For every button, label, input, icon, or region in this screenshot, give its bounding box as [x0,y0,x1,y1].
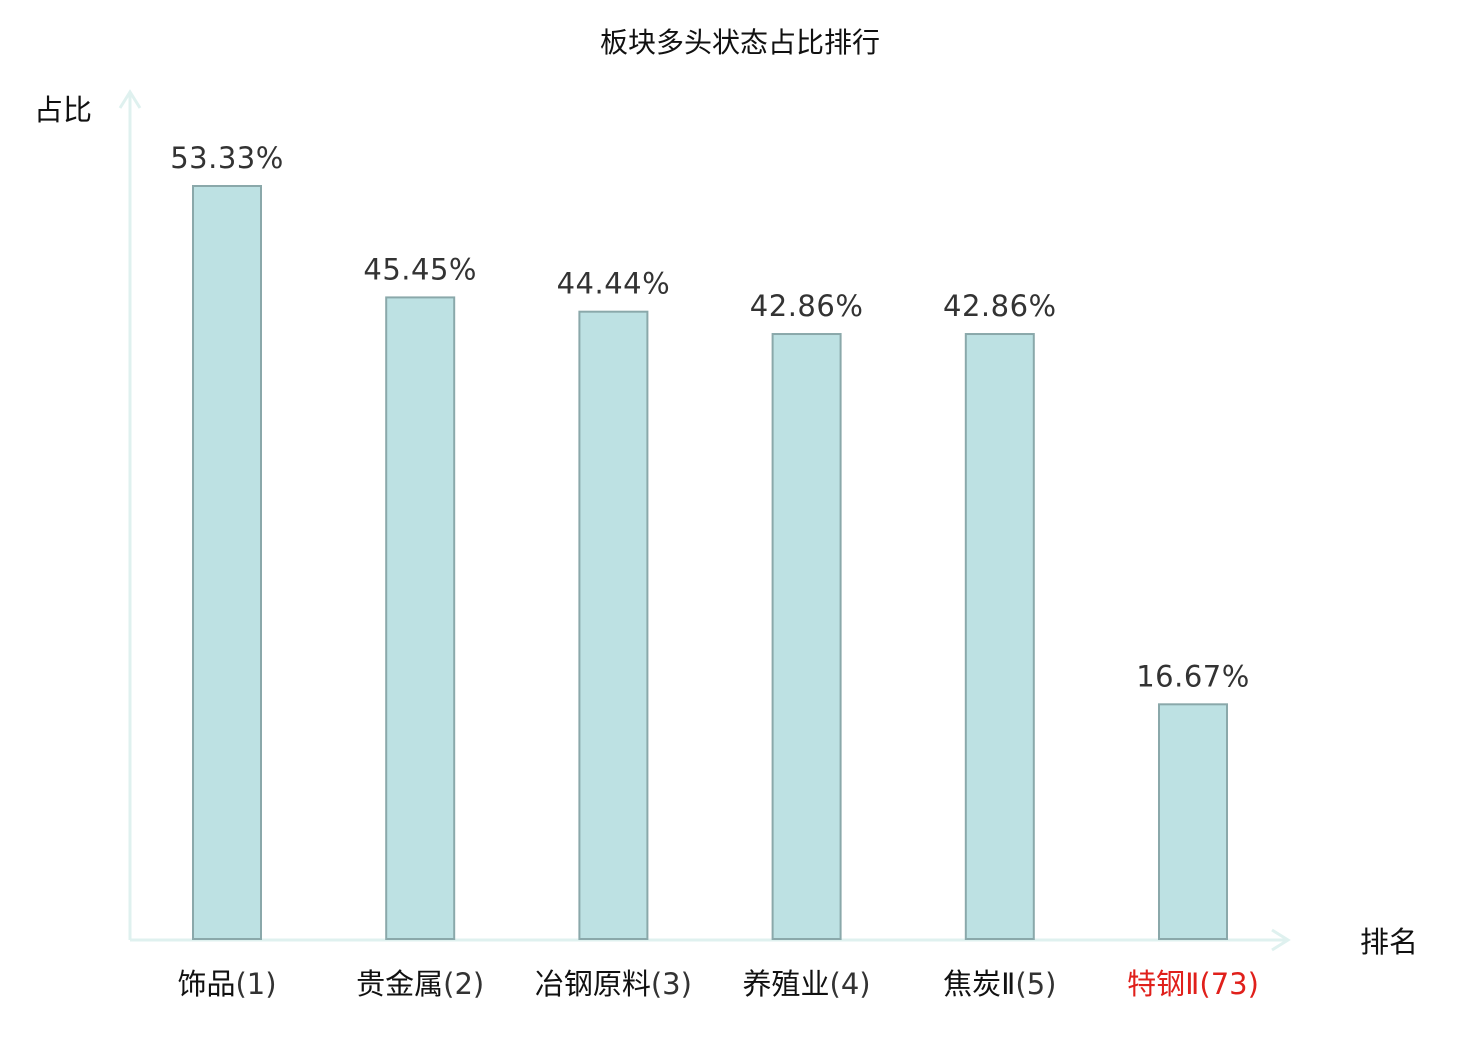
category-rank: (73) [1199,967,1259,1001]
category-label: 特钢Ⅱ(73) [1127,967,1259,1001]
bar-value-label: 16.67% [1136,659,1250,693]
y-axis-label: 占比 [34,93,92,127]
bar [964,333,1035,940]
category-rank: (5) [1015,967,1056,1001]
category-rank: (4) [830,967,871,1001]
bar [385,296,456,940]
bar [1158,703,1228,941]
category-name: 贵金属 [356,967,443,1001]
category-label: 焦炭Ⅱ(5) [943,967,1056,1001]
category-rank: (1) [235,967,276,1001]
category-name: 冶钢原料 [535,967,651,1001]
category-labels-group: 饰品(1) 贵金属(2) 冶钢原料(3) 养殖业(4) 焦炭Ⅱ(5) 特钢Ⅱ(73) [177,967,1258,1001]
category-rank: (2) [443,967,484,1001]
category-label: 冶钢原料(3) [535,967,692,1001]
category-label: 养殖业(4) [743,967,871,1001]
x-axis [130,928,1291,952]
bar-value-label: 53.33% [170,141,284,175]
category-name: 焦炭Ⅱ [943,967,1015,1001]
bar [771,333,842,940]
bar-value-label: 44.44% [557,267,671,301]
category-rank: (3) [651,967,692,1001]
bar-value-label: 42.86% [750,289,864,323]
category-label: 饰品(1) [177,967,276,1001]
bar-value-label: 42.86% [943,289,1057,323]
bar-value-label: 45.45% [363,252,477,286]
chart-title: 板块多头状态占比排行 [600,26,880,59]
x-axis-label: 排名 [1360,925,1418,959]
y-axis [118,89,142,940]
bar [578,310,649,940]
x-axis-arrow-icon [1271,928,1291,952]
category-name: 饰品 [177,967,235,1001]
bars-group [192,185,1228,941]
category-name: 特钢Ⅱ [1127,967,1199,1001]
bar [192,185,262,940]
category-name: 养殖业 [743,967,830,1001]
y-axis-arrow-icon [118,89,142,109]
value-labels-group: 53.33% 45.45% 44.44% 42.86% 42.86% 16.67% [170,141,1250,693]
category-label: 贵金属(2) [356,967,484,1001]
